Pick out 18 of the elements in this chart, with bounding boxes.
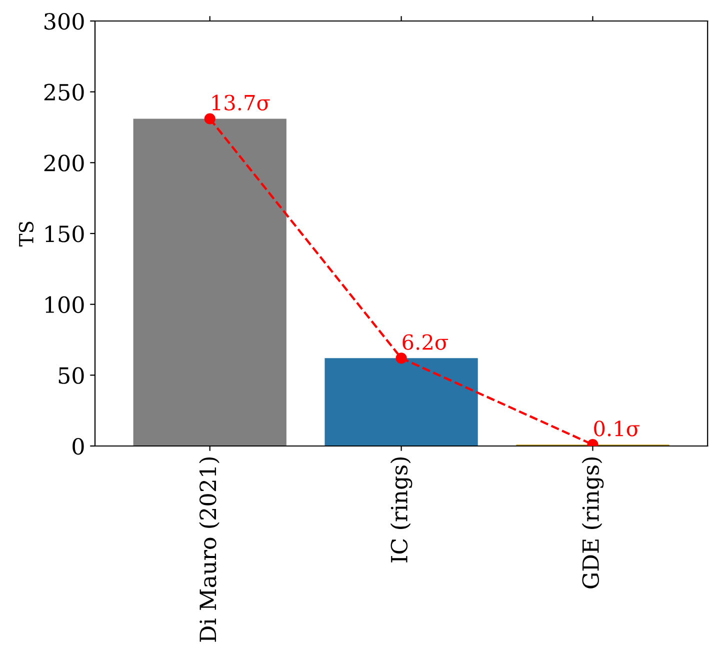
bar	[133, 118, 286, 446]
y-tick-label: 100	[46, 296, 84, 314]
y-tick-label: 300	[44, 12, 84, 30]
y-tick-label: 200	[44, 154, 84, 172]
annotation: 13.7σ	[212, 94, 270, 111]
bar	[324, 358, 478, 446]
y-tick-label: 0	[72, 438, 84, 455]
y-tick-label: 250	[44, 84, 84, 101]
annotation: 0.1σ	[594, 420, 640, 436]
y-tick-label: 150	[46, 225, 84, 242]
y-axis-title: TS	[18, 222, 34, 246]
annotation: 6.2σ	[402, 334, 448, 350]
x-tick-label: IC (rings)	[390, 457, 412, 562]
x-tick-label: GDE (rings)	[582, 457, 604, 588]
point	[396, 352, 407, 364]
x-tick-label: Di Mauro (2021)	[199, 457, 220, 642]
point	[204, 113, 216, 124]
y-tick-label: 50	[58, 367, 84, 384]
